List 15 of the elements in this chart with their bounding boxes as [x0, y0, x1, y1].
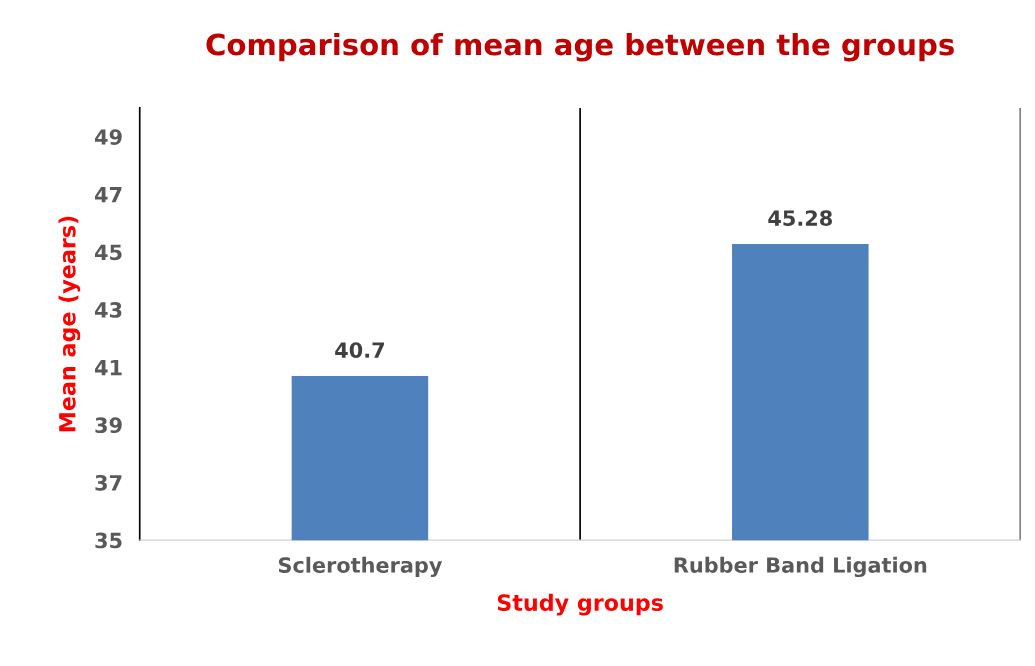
x-tick-label: Sclerotherapy [278, 556, 443, 578]
chart-title: Comparison of mean age between the groups [206, 32, 954, 62]
y-tick-label: 47 [95, 187, 122, 203]
y-tick-label: 39 [95, 417, 122, 434]
y-tick-label: 49 [95, 129, 122, 145]
y-tick-label: 43 [95, 302, 122, 318]
y-tick-label: 37 [95, 474, 122, 491]
data-label: 45.28 [768, 210, 832, 226]
x-tick-label: Rubber Band Ligation [674, 556, 927, 578]
y-tick-label: 45 [95, 244, 122, 261]
y-tick-label: 41 [95, 359, 122, 376]
x-axis-title: Study groups [497, 593, 663, 616]
y-axis-title: Mean age (years) [58, 216, 81, 432]
data-label: 40.7 [335, 342, 384, 358]
y-tick-label: 35 [95, 532, 122, 549]
